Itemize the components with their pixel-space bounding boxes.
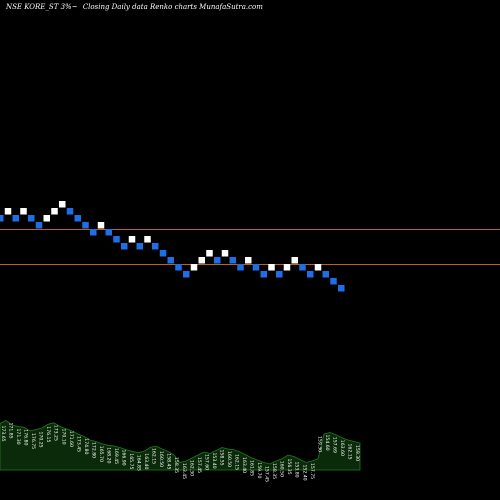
volume-label: 157.69 [331, 437, 337, 453]
renko-brick [4, 208, 12, 215]
renko-brick [66, 208, 74, 215]
chart-symbol: NSE KORE_ST 3%~ [6, 3, 78, 11]
volume-label: 169.45 [113, 448, 119, 464]
volume-label: 158.55 [218, 450, 224, 466]
renko-brick [175, 264, 182, 271]
renko-brick [322, 271, 329, 278]
volume-label: 157.60 [203, 454, 209, 470]
volume-label: 173.45 [75, 436, 81, 452]
volume-label: 160.50 [158, 451, 164, 467]
renko-brick [121, 243, 128, 250]
volume-label: 158.35 [271, 463, 277, 479]
renko-brick [330, 278, 337, 285]
volume-label: 157.45 [196, 457, 202, 473]
volume-label: 173.65 [0, 426, 6, 442]
volume-label: 163.40 [241, 457, 247, 473]
volume-label: 160.50 [226, 451, 232, 467]
volume-label: 176.75 [30, 433, 36, 449]
renko-brick [190, 264, 198, 271]
renko-brick [221, 250, 229, 257]
volume-label: 173.25 [53, 425, 59, 441]
volume-label: 176.15 [45, 426, 51, 442]
renko-brick [229, 257, 236, 264]
renko-brick [12, 215, 19, 222]
volume-label: 159.30 [316, 436, 322, 452]
renko-brick [159, 250, 167, 257]
volume-label: 171.30 [15, 429, 21, 445]
renko-brick [314, 264, 322, 271]
renko-brick [136, 243, 143, 250]
renko-brick [214, 257, 221, 264]
volume-label: 153.80 [294, 462, 300, 478]
volume-label: 159.30 [354, 445, 360, 461]
volume-label: 156.35 [286, 459, 292, 475]
volume-label: 153.40 [211, 453, 217, 469]
renko-brick [245, 257, 252, 264]
renko-brick [51, 208, 58, 215]
renko-brick [237, 264, 244, 271]
volume-label: 163.60 [339, 440, 345, 456]
chart-subtitle: Closing Daily data Renko charts MunafaSu… [82, 3, 263, 11]
volume-label: 158.45 [166, 453, 172, 469]
volume-label: 162.15 [234, 454, 240, 470]
renko-brick [307, 271, 314, 278]
renko-brick [183, 271, 190, 278]
renko-brick [338, 285, 345, 292]
renko-brick [113, 236, 120, 243]
volume-label: 176.80 [23, 429, 29, 445]
volume-label: 174.80 [83, 438, 89, 454]
chart-header: NSE KORE_ST 3%~ Closing Daily data Renko… [6, 3, 266, 11]
renko-brick [291, 257, 298, 264]
volume-label: 161.85 [249, 460, 255, 476]
renko-brick [43, 215, 50, 222]
volume-label: 159.70 [256, 462, 262, 478]
renko-brick [252, 264, 260, 271]
volume-label: 162.15 [347, 444, 353, 460]
renko-brick [97, 222, 105, 229]
volume-label: 158.35 [173, 457, 179, 473]
volume-label: 164.85 [136, 455, 142, 471]
volume-label: 162.30 [188, 460, 194, 476]
volume-label: 171.60 [68, 431, 74, 447]
renko-brick [105, 229, 112, 236]
volume-label: 163.45 [181, 463, 187, 479]
volume-label: 157.75 [309, 463, 315, 479]
volume-label: 168.20 [105, 447, 111, 463]
renko-brick [198, 257, 205, 264]
renko-brick [128, 236, 136, 243]
renko-brick [35, 222, 43, 229]
volume-area [0, 420, 361, 471]
volume-label: 160.50 [279, 461, 285, 477]
renko-brick [268, 264, 275, 271]
renko-brick [74, 215, 81, 222]
renko-brick [206, 250, 213, 257]
volume-label: 165.75 [128, 453, 134, 469]
renko-brick [59, 201, 66, 208]
renko-brick [283, 264, 291, 271]
volume-label: 170.25 [38, 432, 44, 448]
renko-brick [299, 264, 306, 271]
volume-label: 170.10 [60, 429, 66, 445]
volume-label: 152.40 [301, 465, 307, 481]
volume-label: 154.60 [324, 435, 330, 451]
renko-brick [167, 257, 174, 264]
renko-brick [0, 215, 4, 222]
renko-brick [144, 236, 151, 243]
renko-brick [276, 271, 283, 278]
renko-brick [82, 222, 89, 229]
volume-label: 162.15 [151, 448, 157, 464]
renko-brick [20, 208, 27, 215]
renko-brick [28, 215, 35, 222]
renko-brick [90, 229, 97, 236]
volume-label: 172.80 [90, 442, 96, 458]
volume-label: 157.45 [264, 466, 270, 482]
volume-label: 166.90 [121, 450, 127, 466]
volume-label: 163.40 [143, 453, 149, 469]
renko-brick [152, 243, 159, 250]
volume-label: 171.85 [8, 423, 14, 439]
renko-brick [260, 271, 267, 278]
volume-label: 165.70 [98, 446, 104, 462]
